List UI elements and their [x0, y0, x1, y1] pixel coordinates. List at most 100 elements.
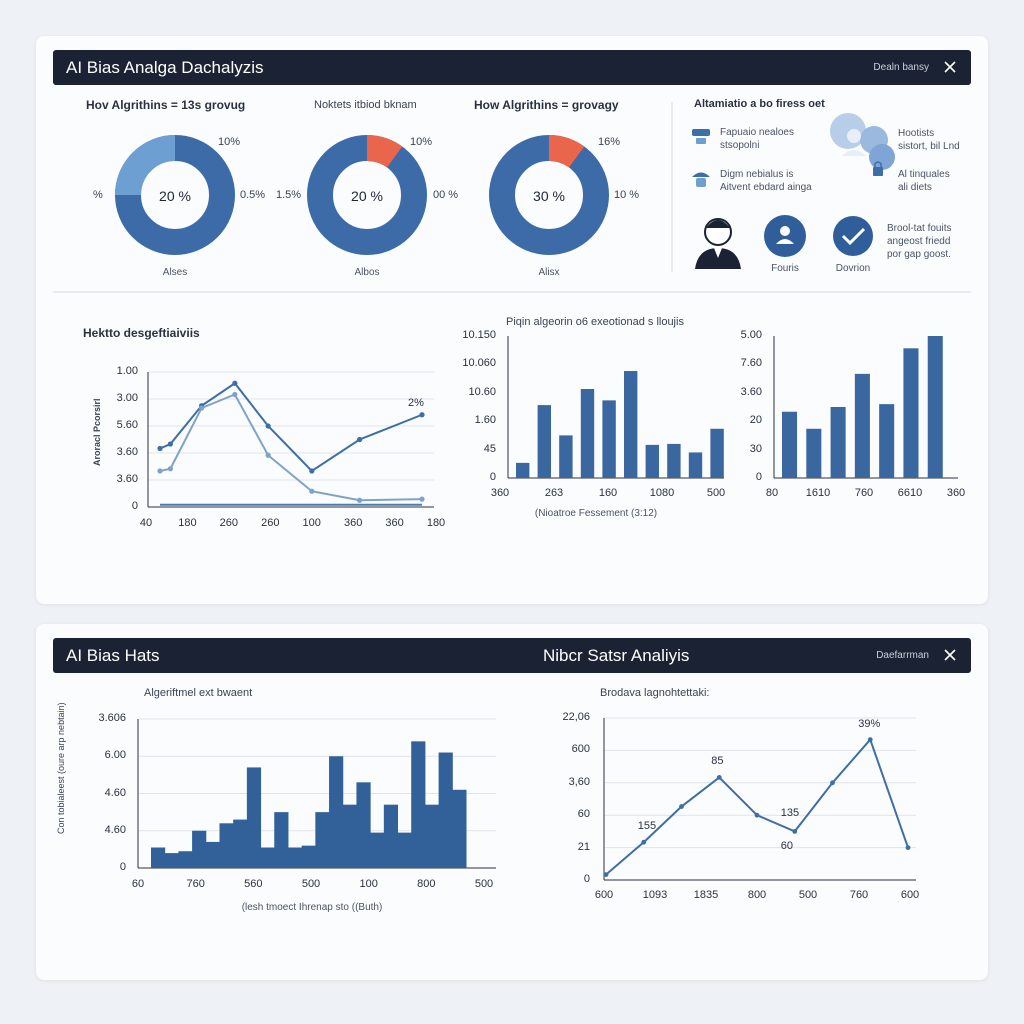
side-icons — [692, 113, 895, 269]
line-chart-2 — [603, 717, 916, 881]
bar — [383, 804, 399, 868]
x-tick-label: 100 — [302, 517, 321, 529]
y-tick-label: 3.60 — [116, 473, 138, 485]
line-series-1 — [159, 393, 423, 502]
bar — [274, 812, 289, 868]
y-tick-label: 1.60 — [474, 414, 496, 427]
x-tick-label: 760 — [854, 487, 874, 499]
point-label: 39% — [858, 717, 881, 730]
x-tick-label: 800 — [417, 878, 436, 890]
line-point — [309, 488, 315, 494]
bar — [927, 336, 943, 478]
x-tick-label: 260 — [261, 517, 280, 529]
y-tick-label: 10.060 — [462, 357, 496, 370]
y-tick-label: 3.60 — [116, 446, 138, 458]
bar — [219, 823, 234, 868]
bar — [370, 832, 385, 868]
bar — [452, 789, 467, 868]
y-tick-label: 20 — [749, 414, 762, 427]
line-point — [167, 441, 173, 447]
bar — [830, 407, 846, 478]
line-point — [419, 496, 425, 502]
bar — [559, 435, 573, 478]
line-series-0 — [159, 381, 423, 473]
separators — [53, 102, 971, 293]
y-tick-label: 22,06 — [562, 711, 590, 723]
line-point — [603, 872, 609, 877]
x-tick-label: 600 — [594, 889, 614, 901]
title-bar-2: AI Bias Hats Nibcr Satsr Analiyis Daefar… — [53, 638, 971, 673]
check-label: Dovrion — [835, 263, 871, 274]
x-tick-label: 1080 — [649, 487, 675, 499]
bar — [782, 411, 798, 478]
x-tick-label: 600 — [900, 889, 920, 901]
line-chart-1 — [147, 371, 434, 508]
x-tick-label: 360 — [490, 487, 510, 499]
side-item-3-line-1: Hootists — [898, 128, 935, 139]
x-tick-label: 160 — [598, 487, 618, 499]
donut-chart-1 — [115, 135, 609, 255]
close-icon[interactable] — [941, 58, 959, 76]
x-tick-label: 360 — [946, 487, 966, 499]
side-item-3-line-2: sistort, bil Lnd — [898, 141, 960, 152]
y-tick-label: 45 — [483, 442, 496, 455]
bar-chart-2 — [773, 336, 958, 479]
y-tick-label: 4.60 — [104, 823, 126, 836]
person-badge-label: Fouris — [771, 263, 799, 274]
donut-heading-3: How Algrithins = grovagy — [474, 98, 619, 112]
person-badge-icon[interactable] — [764, 215, 806, 257]
window-2-title: AI Bias Hats — [66, 646, 160, 665]
line-series-0 — [605, 737, 909, 876]
bar — [438, 752, 453, 868]
point-label: 85 — [711, 755, 724, 768]
point-label: 60 — [780, 840, 793, 853]
y-tick-label: 10.60 — [468, 385, 496, 398]
bar — [260, 847, 275, 868]
bar-chart-3 — [137, 718, 496, 869]
bar-chart-3-title: Algeriftmel ext bwaent — [144, 687, 253, 699]
y-tick-label: 4.60 — [104, 786, 126, 799]
bar — [806, 428, 822, 478]
donut-heading-2: Noktets itbiod bknam — [314, 99, 417, 111]
bar-chart-3-xlabel: (lesh tmoect Ihrenap sto ((Buth) — [241, 902, 383, 913]
bar-chart-1-xlabel: (Nioatroe Fessement (3:12) — [534, 508, 658, 519]
x-tick-label: 760 — [186, 878, 205, 890]
dashboard-menu-button-2[interactable]: Daefarrman — [876, 650, 929, 661]
x-tick-label: 1835 — [693, 889, 719, 901]
line-annotation: 2% — [408, 396, 424, 409]
y-tick-label: 0 — [755, 471, 762, 483]
donut-3-right-label: 10 % — [614, 189, 640, 201]
donut-3-highlight — [548, 135, 585, 168]
line-point — [157, 468, 163, 474]
donut-1-highlight — [115, 135, 176, 196]
bar — [178, 851, 193, 868]
title-bar: AI Bias Analga Dachalyzis Dealn bansy — [53, 50, 971, 85]
y-tick-label: 60 — [577, 808, 590, 821]
line-point — [867, 737, 873, 742]
bar — [164, 853, 179, 868]
y-tick-label: 0 — [583, 873, 590, 885]
dashboard-menu-button[interactable]: Dealn bansy — [873, 62, 929, 73]
x-tick-label: 6610 — [897, 487, 923, 499]
line-point — [357, 436, 363, 443]
y-tick-label: 1.00 — [116, 365, 138, 377]
bar — [301, 845, 316, 868]
donut-1-top-label: 10% — [218, 136, 241, 148]
close-icon[interactable] — [941, 646, 959, 664]
bar — [356, 782, 371, 868]
x-tick-label: 1093 — [642, 889, 668, 901]
side-item-1-line-2: stsopolni — [720, 140, 760, 151]
bar — [667, 443, 681, 478]
line-point — [167, 466, 173, 472]
y-tick-label: 5.60 — [116, 419, 138, 431]
y-tick-label: 0 — [119, 861, 126, 873]
line-point — [716, 775, 722, 780]
donut-3-top-label: 16% — [598, 136, 621, 148]
donut-1-center-value: 20 % — [159, 188, 191, 204]
side-item-5-line-2: angeost friedd — [887, 236, 951, 247]
check-icon[interactable] — [833, 216, 873, 256]
y-tick-label: 3.606 — [98, 712, 126, 724]
point-label: 135 — [780, 807, 800, 820]
side-item-5-line-3: por gap goost. — [887, 249, 951, 260]
donut-2-left-label: 1.5% — [276, 189, 302, 201]
